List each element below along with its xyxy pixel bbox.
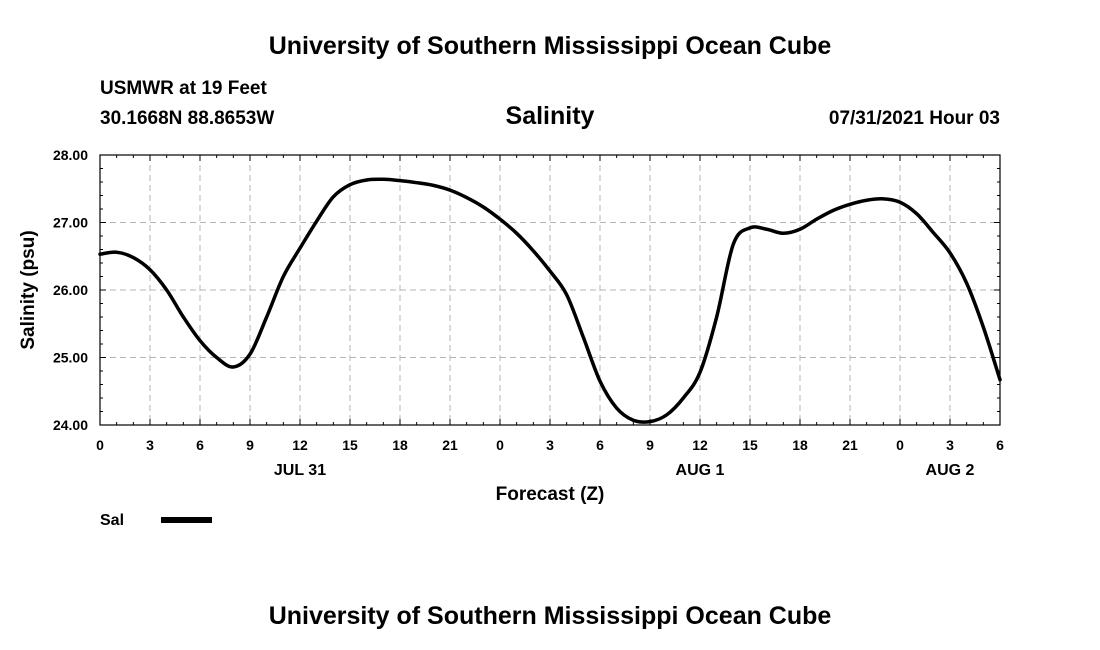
x-tick-label: 21	[842, 437, 858, 453]
y-axis-label: Salinity (psu)	[18, 230, 39, 349]
x-tick-label: 3	[146, 437, 154, 453]
x-tick-label: 0	[896, 437, 904, 453]
x-tick-label: 9	[246, 437, 254, 453]
x-tick-label: 6	[196, 437, 204, 453]
grid-lines	[100, 155, 1000, 425]
x-tick-label: 15	[342, 437, 358, 453]
x-tick-label: 18	[792, 437, 808, 453]
chart-title: Salinity	[506, 102, 595, 130]
series-line-sal	[98, 177, 1002, 424]
date-label: AUG 2	[926, 462, 975, 479]
bottom-title: University of Southern Mississippi Ocean…	[269, 602, 832, 630]
x-tick-label: 0	[96, 437, 104, 453]
station-label: USMWR at 19 Feet	[100, 78, 267, 99]
x-axis-label: Forecast (Z)	[496, 484, 605, 505]
x-tick-label: 21	[442, 437, 458, 453]
legend-label-sal: Sal	[100, 512, 124, 529]
forecast-datetime: 07/31/2021 Hour 03	[829, 108, 1000, 129]
y-tick-label: 24.00	[53, 417, 88, 433]
y-tick-label: 27.00	[53, 215, 88, 231]
top-title: University of Southern Mississippi Ocean…	[269, 32, 832, 60]
x-tick-label: 3	[946, 437, 954, 453]
y-tick-labels: 24.00 25.00 26.00 27.00 28.00	[53, 147, 88, 433]
x-tick-label: 0	[496, 437, 504, 453]
y-tick-label: 26.00	[53, 282, 88, 298]
x-tick-label: 3	[546, 437, 554, 453]
x-tick-label: 12	[692, 437, 708, 453]
x-tick-label: 9	[646, 437, 654, 453]
date-label: JUL 31	[274, 462, 326, 479]
series-lines	[98, 177, 1002, 424]
x-tick-labels: 0 3 6 9 12 15 18 21 0 3 6 9 12 15 18 21 0 3 6	[96, 437, 1004, 453]
x-tick-label: 6	[596, 437, 604, 453]
x-tick-label: 12	[292, 437, 308, 453]
x-tick-label: 6	[996, 437, 1004, 453]
legend: Sal	[100, 512, 212, 529]
date-labels: JUL 31 AUG 1 AUG 2	[274, 462, 975, 479]
y-tick-label: 25.00	[53, 350, 88, 366]
x-tick-label: 18	[392, 437, 408, 453]
y-tick-label: 28.00	[53, 147, 88, 163]
date-label: AUG 1	[676, 462, 725, 479]
x-tick-label: 15	[742, 437, 758, 453]
station-coordinates: 30.1668N 88.8653W	[100, 108, 274, 129]
plot-frame	[99, 154, 1001, 426]
